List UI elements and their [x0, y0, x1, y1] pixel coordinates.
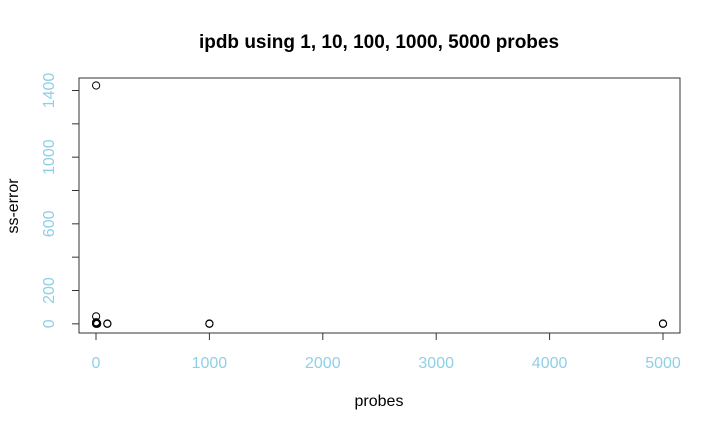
- data-points: [92, 81, 668, 328]
- y-tick-label: 200: [41, 277, 58, 304]
- data-point: [93, 319, 102, 328]
- data-point: [205, 319, 214, 328]
- x-axis-label: probes: [355, 393, 404, 410]
- data-point: [92, 81, 101, 90]
- y-tick-label: 600: [41, 210, 58, 237]
- chart-title: ipdb using 1, 10, 100, 1000, 5000 probes: [199, 32, 559, 53]
- y-axis: 0 200 600 1000 1400: [41, 73, 80, 328]
- x-tick-label: 5000: [645, 355, 681, 372]
- x-tick-label: 4000: [532, 355, 568, 372]
- x-tick-label: 0: [92, 355, 101, 372]
- y-tick-label: 1400: [41, 73, 58, 109]
- data-point: [103, 319, 112, 328]
- data-point: [658, 319, 668, 328]
- x-tick-label: 3000: [418, 355, 454, 372]
- x-tick-label: 1000: [192, 355, 228, 372]
- x-axis: 0 1000 2000 3000 4000 5000: [92, 332, 681, 372]
- x-tick-label: 2000: [305, 355, 341, 372]
- y-tick-label: 0: [41, 319, 58, 328]
- plot-box: [78, 77, 681, 334]
- y-axis-label: ss-error: [5, 178, 22, 234]
- y-tick-label: 1000: [41, 139, 58, 175]
